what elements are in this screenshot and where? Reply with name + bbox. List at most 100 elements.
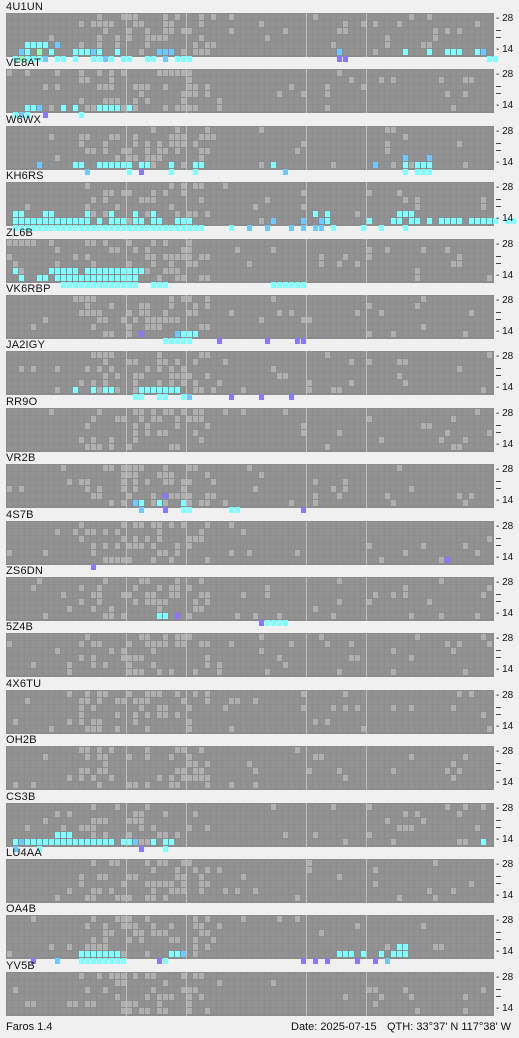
grid-cell <box>463 479 468 485</box>
grid-cell <box>7 493 12 499</box>
grid-cell <box>193 352 198 358</box>
grid-cell <box>43 352 48 358</box>
grid-cell <box>427 472 432 478</box>
grid-cell <box>73 522 78 528</box>
grid-cell <box>103 98 108 104</box>
grid-cell <box>487 35 492 41</box>
grid-cell <box>373 437 378 443</box>
grid-cell <box>481 141 486 147</box>
grid-cell <box>85 522 90 528</box>
grid-cell <box>355 155 360 161</box>
hour-separator <box>366 464 367 508</box>
grid-cell <box>337 240 342 246</box>
grid-cell <box>349 268 354 274</box>
grid-cell <box>337 183 342 189</box>
signal-cell <box>31 105 36 111</box>
grid-cell <box>55 247 60 253</box>
grid-cell <box>55 529 60 535</box>
grid-cell <box>385 211 390 217</box>
grid-cell <box>199 303 204 309</box>
grid-cell <box>91 134 96 140</box>
grid-cell <box>145 98 150 104</box>
grid-cell <box>169 416 174 422</box>
grid-cell <box>283 155 288 161</box>
grid-cell <box>481 430 486 436</box>
grid-cell <box>409 183 414 189</box>
grid-cell <box>259 423 264 429</box>
grid-cell <box>277 240 282 246</box>
grid-cell <box>43 204 48 210</box>
grid-cell <box>331 352 336 358</box>
grid-cell <box>73 465 78 471</box>
grid-cell <box>151 380 156 386</box>
grid-cell <box>115 155 120 161</box>
grid-cell <box>451 105 456 111</box>
grid-cell <box>367 387 372 393</box>
grid-cell <box>355 366 360 372</box>
grid-cell <box>43 127 48 133</box>
grid-cell <box>187 522 192 528</box>
grid-cell <box>415 380 420 386</box>
grid-cell <box>19 268 24 274</box>
grid-cell <box>133 134 138 140</box>
grid-cell <box>157 352 162 358</box>
grid-cell <box>325 409 330 415</box>
grid-cell <box>49 190 54 196</box>
grid-cell <box>49 324 54 330</box>
grid-cell <box>19 444 24 450</box>
grid-cell <box>307 430 312 436</box>
grid-cell <box>457 91 462 97</box>
grid-cell <box>265 84 270 90</box>
grid-cell <box>355 261 360 267</box>
grid-cell <box>241 331 246 337</box>
grid-cell <box>409 465 414 471</box>
grid-cell <box>253 366 258 372</box>
grid-cell <box>355 409 360 415</box>
grid-cell <box>451 35 456 41</box>
grid-cell <box>355 310 360 316</box>
grid-cell <box>205 127 210 133</box>
grid-cell <box>271 204 276 210</box>
grid-cell <box>247 84 252 90</box>
grid-cell <box>367 190 372 196</box>
station-callsign: W6WX <box>6 114 41 126</box>
grid-cell <box>367 409 372 415</box>
grid-cell <box>205 218 210 224</box>
signal-cell <box>487 218 492 224</box>
axis-label-28: - 28 <box>496 183 513 193</box>
signal-cell <box>367 218 372 224</box>
grid-cell <box>241 373 246 379</box>
grid-cell <box>415 141 420 147</box>
grid-cell <box>367 247 372 253</box>
grid-cell <box>349 98 354 104</box>
grid-cell <box>79 197 84 203</box>
grid-cell <box>223 493 228 499</box>
grid-cell <box>157 479 162 485</box>
grid-cell <box>211 352 216 358</box>
grid-cell <box>403 127 408 133</box>
grid-cell <box>385 197 390 203</box>
grid-cell <box>451 500 456 506</box>
grid-cell <box>289 500 294 506</box>
grid-cell <box>259 21 264 27</box>
grid-cell <box>289 275 294 281</box>
grid-cell <box>73 14 78 20</box>
signal-cell <box>199 162 204 168</box>
grid-cell <box>391 430 396 436</box>
grid-cell <box>451 14 456 20</box>
grid-cell <box>421 500 426 506</box>
grid-cell <box>307 261 312 267</box>
grid-cell <box>199 141 204 147</box>
grid-cell <box>61 211 66 217</box>
grid-cell <box>409 387 414 393</box>
grid-cell <box>43 310 48 316</box>
grid-cell <box>193 141 198 147</box>
grid-cell <box>49 331 54 337</box>
grid-cell <box>19 366 24 372</box>
grid-cell <box>193 49 198 55</box>
grid-cell <box>43 28 48 34</box>
grid-cell <box>445 296 450 302</box>
grid-cell <box>421 437 426 443</box>
grid-cell <box>199 218 204 224</box>
grid-cell <box>385 359 390 365</box>
